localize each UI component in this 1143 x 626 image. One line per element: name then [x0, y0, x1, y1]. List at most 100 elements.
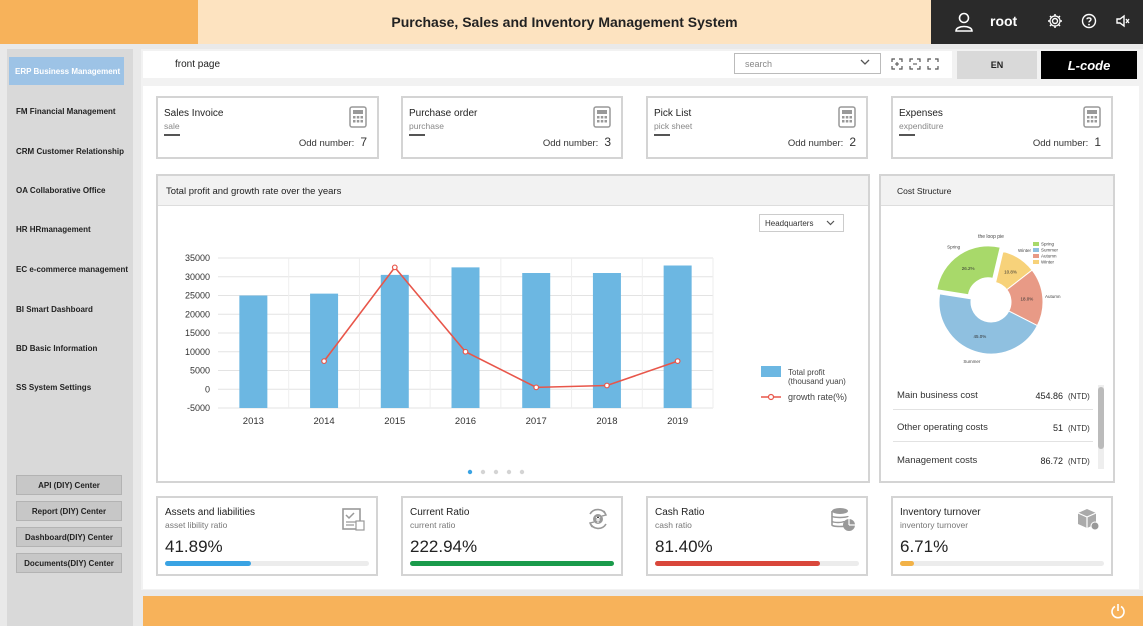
card-subtitle: pick sheet — [654, 121, 693, 131]
scrollbar-thumb[interactable] — [1098, 387, 1104, 449]
sidebar-item-bi[interactable]: BI Smart Dashboard — [16, 305, 93, 314]
user-icon[interactable] — [955, 12, 973, 32]
metric-card-assets[interactable]: Assets and liabilities asset libility ra… — [156, 496, 378, 576]
cost-row-label: Main business cost — [897, 390, 978, 401]
branch-dropdown[interactable]: Headquarters — [759, 214, 844, 232]
breadcrumb[interactable]: front page — [175, 59, 221, 70]
box-icon — [1077, 509, 1100, 531]
search-placeholder: search — [745, 59, 773, 69]
dropdown-value: Headquarters — [765, 219, 814, 228]
page-dot — [480, 469, 486, 475]
x-tick-label: 2019 — [667, 416, 688, 427]
line-point — [321, 358, 327, 365]
y-tick-label: 35000 — [185, 253, 210, 263]
bar — [663, 265, 692, 408]
summary-card-sales-invoice[interactable]: Sales Invoice sale Odd number: 7 — [156, 96, 379, 159]
documents-center-button[interactable]: Documents(DIY) Center — [16, 553, 122, 573]
y-tick-label: -5000 — [187, 403, 210, 413]
metric-subtitle: asset libility ratio — [165, 520, 228, 530]
legend-label: Spring — [1041, 242, 1055, 247]
sidebar: ERP Business Management FM Financial Man… — [7, 49, 133, 626]
fullscreen-icon[interactable] — [927, 58, 939, 70]
help-icon[interactable] — [1081, 13, 1097, 29]
legend-label: growth rate(%) — [788, 392, 847, 402]
metric-progress — [410, 561, 614, 566]
card-odd: Odd number: 2 — [788, 135, 856, 149]
odd-label: Odd number: — [1032, 138, 1089, 149]
legend-label: Winter — [1041, 260, 1055, 265]
app-title: Purchase, Sales and Inventory Management… — [198, 0, 931, 44]
y-tick-label: 20000 — [185, 309, 210, 319]
chevron-down-icon — [860, 59, 870, 65]
sidebar-item-hr[interactable]: HR HRmanagement — [16, 225, 91, 234]
sidebar-item-fm[interactable]: FM Financial Management — [16, 107, 116, 116]
legend-swatch — [1033, 254, 1039, 258]
metric-progress — [900, 561, 1104, 566]
sidebar-item-oa[interactable]: OA Collaborative Office — [16, 186, 106, 195]
card-odd: Odd number: 1 — [1033, 135, 1101, 149]
profit-panel-title: Total profit and growth rate over the ye… — [166, 186, 342, 197]
metric-card-cash-ratio[interactable]: Cash Ratio cash ratio 81.40% — [646, 496, 868, 576]
metric-title: Current Ratio — [410, 507, 470, 518]
lcode-button[interactable]: L-code — [1041, 51, 1137, 79]
line-point — [533, 384, 540, 391]
slice-value-label: 18.0% — [1020, 297, 1033, 302]
legend-marker — [767, 393, 775, 401]
progress-fill — [165, 561, 251, 566]
sidebar-item-ss[interactable]: SS System Settings — [16, 383, 92, 392]
odd-label: Odd number: — [298, 138, 355, 149]
sidebar-item-bd[interactable]: BD Basic Information — [16, 344, 98, 353]
collapse-icon[interactable] — [909, 58, 921, 70]
y-tick-label: 0 — [205, 384, 210, 394]
slice-name-label: Summer — [963, 359, 981, 364]
footer-bar — [143, 596, 1143, 626]
y-tick-label: 15000 — [185, 328, 210, 338]
card-subtitle: expenditure — [899, 121, 944, 131]
card-title: Sales Invoice — [164, 108, 224, 119]
sidebar-item-erp[interactable]: ERP Business Management — [9, 57, 124, 85]
sidebar-item-crm[interactable]: CRM Customer Relationship — [16, 147, 125, 156]
metric-value: 6.71% — [900, 537, 949, 556]
divider — [893, 409, 1093, 410]
speaker-icon[interactable] — [1115, 13, 1131, 29]
odd-value: 2 — [849, 135, 856, 149]
cost-row-label: Management costs — [897, 455, 978, 466]
cost-scrollbar[interactable] — [1098, 385, 1104, 469]
language-button[interactable]: EN — [957, 51, 1037, 79]
username[interactable]: root — [990, 13, 1018, 29]
metric-value: 81.40% — [655, 537, 713, 556]
legend-swatch — [1033, 260, 1039, 264]
summary-card-purchase-order[interactable]: Purchase order purchase Odd number: 3 — [401, 96, 623, 159]
power-icon[interactable] — [1110, 603, 1126, 619]
legend-label: Total profit — [788, 368, 826, 377]
calculator-icon — [838, 106, 856, 128]
summary-card-expenses[interactable]: Expenses expenditure Odd number: 1 — [891, 96, 1113, 159]
slice-name-label: Autumn — [1045, 294, 1061, 299]
x-tick-label: 2017 — [526, 416, 547, 427]
cost-row-unit: (NTD) — [1068, 392, 1090, 401]
card-dash — [164, 134, 180, 136]
metric-title: Inventory turnover — [900, 507, 981, 518]
gear-icon[interactable] — [1047, 13, 1063, 29]
dashboard-center-button[interactable]: Dashboard(DIY) Center — [16, 527, 122, 547]
header-user-area: root — [931, 0, 1143, 44]
card-subtitle: sale — [164, 121, 180, 131]
cost-panel-title: Cost Structure — [897, 186, 952, 196]
legend-swatch — [1033, 242, 1039, 246]
metric-card-inventory[interactable]: Inventory turnover inventory turnover 6.… — [891, 496, 1113, 576]
header-logo-area — [0, 0, 198, 44]
metric-subtitle: inventory turnover — [900, 520, 969, 530]
report-center-button[interactable]: Report (DIY) Center — [16, 501, 122, 521]
expand-icon[interactable] — [891, 58, 903, 70]
calculator-icon — [593, 106, 611, 128]
cost-pie-chart: 26.2% Spring 10.8% Winter 18.0% Autumn 45.0% Su… — [936, 234, 1061, 364]
search-select[interactable]: search — [734, 53, 881, 74]
x-tick-label: 2013 — [243, 416, 264, 427]
x-tick-label: 2018 — [596, 416, 617, 427]
divider — [893, 441, 1093, 442]
api-center-button[interactable]: API (DIY) Center — [16, 475, 122, 495]
metric-card-current-ratio[interactable]: Current Ratio current ratio 222.94% — [401, 496, 623, 576]
cost-row-unit: (NTD) — [1068, 424, 1090, 433]
summary-card-pick-list[interactable]: Pick List pick sheet Odd number: 2 — [646, 96, 868, 159]
sidebar-item-ec[interactable]: EC e-commerce management — [16, 265, 129, 274]
